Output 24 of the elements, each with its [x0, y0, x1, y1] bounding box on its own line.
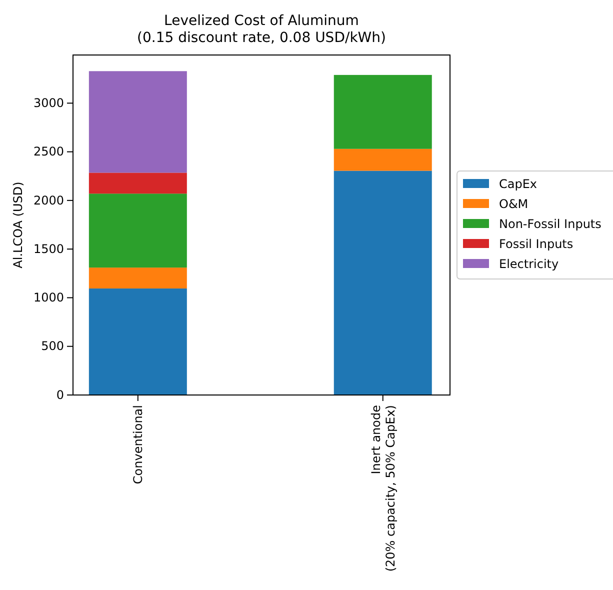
bar: [88, 268, 187, 288]
y-tick-label: 3000: [33, 96, 64, 110]
x-tick-label: Conventional: [131, 405, 146, 484]
chart-title: Levelized Cost of Aluminum (0.15 discount rate, 0.08 USD/kWh): [137, 13, 386, 46]
y-tick-label: 1000: [33, 290, 64, 305]
legend-label: O&M: [499, 197, 528, 211]
y-tick-label: 0: [56, 388, 64, 402]
bar: [88, 194, 187, 268]
y-tick-label: 2500: [33, 144, 64, 159]
x-tick-label: Inert anode (20% capacity, 50% CapEx): [368, 405, 398, 572]
legend-label: Fossil Inputs: [499, 237, 574, 251]
bar: [88, 172, 187, 194]
bar: [334, 170, 432, 395]
y-tick-label: 1500: [33, 242, 64, 256]
bar: [334, 74, 432, 149]
bar: [88, 288, 187, 395]
y-tick-label: 500: [41, 339, 64, 354]
bar: [88, 71, 187, 173]
bar: [334, 148, 432, 171]
legend-label: Non-Fossil Inputs: [499, 217, 602, 231]
legend-label: CapEx: [499, 177, 538, 191]
y-tick-label: 2000: [33, 193, 64, 208]
legend-label: Electricity: [499, 257, 559, 271]
y-axis-title: Al.LCOA (USD): [11, 182, 25, 268]
